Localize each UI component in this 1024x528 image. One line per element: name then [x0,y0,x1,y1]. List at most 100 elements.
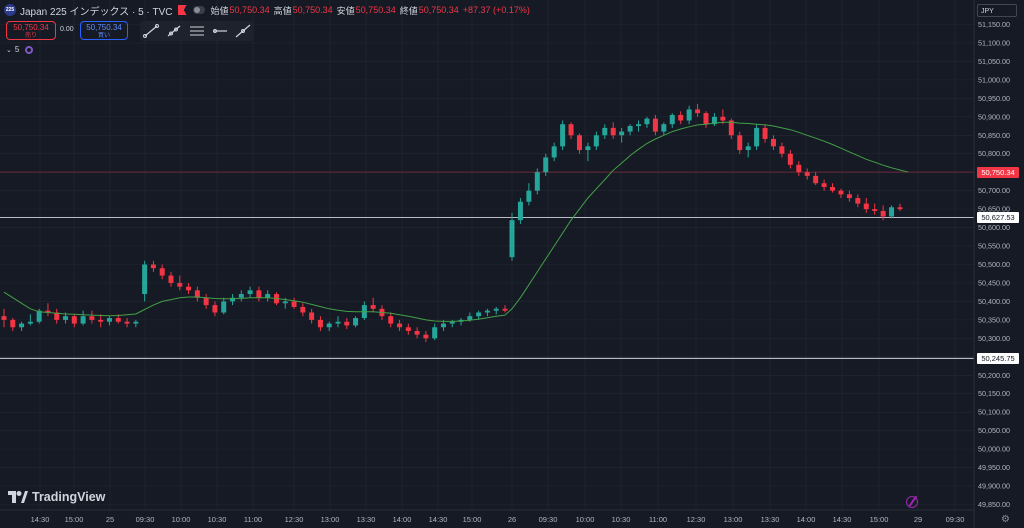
gear-icon[interactable]: ⚙ [1001,514,1010,525]
time-tick-label: 09:30 [539,515,558,524]
time-tick-label: 09:30 [946,515,965,524]
candle-body [54,312,60,320]
candle-body [150,264,156,269]
candle-body [282,301,288,304]
candle-body [509,220,515,258]
indicator-icon[interactable] [25,45,34,54]
candle-body [745,146,751,151]
candle-body [610,127,616,136]
currency-selector[interactable]: JPY [977,4,1017,17]
candle-body [326,323,332,328]
ohlc-low-value: 50,750.34 [355,5,396,15]
candle-body [863,203,869,210]
horizontal-ray-icon[interactable] [212,24,228,38]
candle-body [221,301,227,313]
brand-name: TradingView [32,490,106,504]
tradingview-logo[interactable]: TradingView [8,490,105,504]
sell-label: 売り [24,33,37,39]
candle-body [423,334,429,339]
time-tick-label: 13:30 [761,515,780,524]
candle-body [661,124,667,132]
ma-line [3,121,909,322]
candle-body [159,268,165,276]
candle-body [45,310,51,313]
time-tick-label: 14:30 [833,515,852,524]
time-tick-label: 13:00 [321,515,340,524]
candle-body [711,116,717,125]
ohlc-low-key: 安値 [336,5,355,16]
candle-body [27,321,33,324]
candle-body [779,146,785,154]
price-tick-label: 50,950.00 [978,94,1010,103]
candle-body [644,118,650,125]
candle-body [770,138,776,147]
price-tick-label: 50,300.00 [978,334,1010,343]
candle-body [830,186,836,191]
chevron-down-icon[interactable]: ⌄ [6,46,12,54]
price-tick-label: 50,050.00 [978,426,1010,435]
price-tick-label: 50,600.00 [978,223,1010,232]
candle-body [728,120,734,136]
candle-body [309,312,315,320]
parallel-channel-icon[interactable] [189,24,205,38]
candles [1,103,903,343]
price-tick-label: 50,000.00 [978,445,1010,454]
candle-body [838,190,844,195]
candle-body [627,126,633,132]
alert-icon[interactable] [906,496,918,508]
symbol-title[interactable]: Japan 225 インデックス · 5 · TVC [20,6,173,18]
candle-body [414,330,420,335]
candle-body [370,305,376,309]
trend-line-icon[interactable] [143,24,160,38]
horizontal-line-label-1[interactable]: 50,627.53 [977,211,1019,223]
candle-body [576,135,582,151]
candle-body [720,116,726,121]
time-tick-label: 10:30 [612,515,631,524]
candle-body [440,323,446,328]
price-tick-label: 50,700.00 [978,186,1010,195]
spread-value: 0.00 [60,26,74,33]
candle-body [484,310,490,313]
horizontal-line-label-2[interactable]: 50,245.75 [977,352,1019,364]
buy-button[interactable]: 50,750.34 買い [80,21,128,40]
tradingview-mark-icon [8,491,28,503]
time-tick-label: 11:00 [649,515,667,524]
candle-body [897,207,903,210]
price-tick-label: 50,850.00 [978,131,1010,140]
price-tick-label: 49,950.00 [978,463,1010,472]
interval-row[interactable]: ⌄ 5 [6,45,34,54]
price-tick-label: 51,000.00 [978,75,1010,84]
moving-average [3,121,909,322]
candle-body [317,319,323,328]
candle-body [636,124,642,127]
candle-body [247,290,253,295]
ray-icon[interactable] [166,24,182,38]
price-tick-label: 51,150.00 [978,20,1010,29]
sell-button[interactable]: 50,750.34 売り [6,21,56,40]
buy-price: 50,750.34 [86,23,122,32]
candle-body [502,308,508,311]
candle-body [344,321,350,326]
extended-line-icon[interactable] [235,24,251,38]
candle-body [568,124,574,136]
candle-body [517,201,523,221]
candle-body [787,153,793,165]
candle-body [1,316,7,320]
flag-icon[interactable] [177,5,187,15]
candle-body [560,124,566,147]
candle-body [449,321,455,324]
legend-header: 225 Japan 225 インデックス · 5 · TVC 始値 50,750.… [4,3,534,18]
toggle-icon[interactable] [192,6,205,14]
candle-body [98,319,104,322]
time-tick-label: 26 [508,515,516,524]
ohlc-close-value: 50,750.34 [418,5,459,15]
candle-body [889,207,895,217]
time-tick-label: 13:30 [357,515,376,524]
ohlc-change-value: +87.37 (+0.17%) [462,5,530,15]
candle-body [186,286,192,291]
time-tick-label: 15:00 [463,515,482,524]
candle-body [754,127,760,147]
candle-body [212,305,218,313]
candle-body [804,172,810,176]
